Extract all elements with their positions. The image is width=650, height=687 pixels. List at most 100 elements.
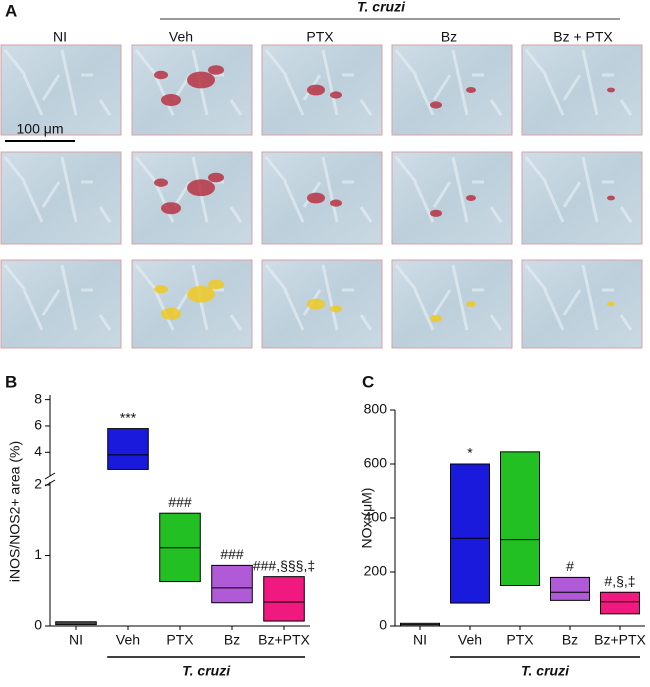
fiber bbox=[543, 289, 565, 331]
fiber bbox=[413, 181, 435, 223]
fiber bbox=[451, 264, 469, 331]
box bbox=[211, 564, 253, 604]
fiber bbox=[134, 264, 158, 291]
group-label: T. cruzi bbox=[357, 0, 406, 15]
stain bbox=[208, 65, 224, 75]
fiber bbox=[153, 181, 175, 223]
y-axis-label: NOx (μM) bbox=[359, 488, 375, 549]
fiber bbox=[264, 264, 288, 291]
fiber bbox=[283, 181, 305, 223]
stain bbox=[307, 84, 325, 96]
stain bbox=[187, 285, 215, 303]
x-tick-label: NI bbox=[69, 632, 83, 648]
fiber bbox=[394, 264, 418, 291]
fiber bbox=[451, 156, 469, 223]
y-tick-label: 600 bbox=[364, 455, 388, 471]
x-tick-label: Bz+PTX bbox=[594, 632, 646, 648]
stain bbox=[607, 87, 615, 93]
column-label: PTX bbox=[306, 29, 334, 45]
group-label: T. cruzi bbox=[182, 663, 231, 679]
annotation: # bbox=[566, 558, 574, 574]
fiber bbox=[432, 74, 452, 101]
fiber bbox=[359, 99, 373, 116]
fiber bbox=[98, 99, 112, 116]
fiber bbox=[3, 156, 27, 183]
fiber bbox=[22, 289, 44, 331]
fiber bbox=[41, 181, 61, 208]
micrograph bbox=[521, 151, 643, 245]
fiber bbox=[524, 264, 548, 291]
fiber bbox=[413, 74, 435, 116]
stain bbox=[154, 70, 168, 80]
micrograph bbox=[0, 44, 122, 136]
y-tick-label: 0 bbox=[34, 617, 42, 633]
fiber bbox=[264, 156, 288, 183]
micrograph bbox=[521, 259, 643, 349]
fiber bbox=[451, 49, 469, 116]
stain bbox=[208, 279, 224, 290]
fiber bbox=[562, 289, 582, 316]
micrographs bbox=[0, 44, 643, 349]
fiber bbox=[98, 206, 112, 223]
fiber bbox=[432, 181, 452, 208]
fiber bbox=[229, 314, 243, 331]
column-label: NI bbox=[53, 29, 67, 45]
annotation: ### bbox=[220, 546, 244, 562]
group-label: T. cruzi bbox=[521, 663, 570, 679]
y-tick-label: 4 bbox=[34, 443, 42, 459]
fiber bbox=[321, 156, 339, 223]
y-tick-label: 1 bbox=[34, 546, 42, 562]
y-tick-label: 200 bbox=[364, 563, 388, 579]
fiber bbox=[3, 49, 27, 76]
fiber bbox=[562, 181, 582, 208]
y-tick-label: 400 bbox=[364, 509, 388, 525]
fiber bbox=[22, 74, 44, 116]
y-tick-label: 8 bbox=[34, 390, 42, 406]
x-tick-label: Bz+PTX bbox=[258, 632, 310, 648]
annotation: ###,§§§,‡ bbox=[253, 557, 315, 573]
stain bbox=[154, 285, 168, 294]
x-tick-label: PTX bbox=[506, 632, 534, 648]
fiber bbox=[432, 289, 452, 316]
fiber bbox=[264, 49, 288, 76]
stain bbox=[330, 91, 342, 99]
fiber bbox=[283, 74, 305, 116]
stain bbox=[430, 101, 442, 109]
box bbox=[550, 576, 590, 601]
fiber bbox=[359, 314, 373, 331]
fiber bbox=[22, 181, 44, 223]
stain bbox=[307, 298, 325, 310]
annotation: ### bbox=[168, 494, 192, 510]
y-tick-label: 2 bbox=[34, 476, 42, 492]
fiber bbox=[562, 74, 582, 101]
x-tick-label: Veh bbox=[458, 632, 482, 648]
stain bbox=[430, 209, 442, 217]
fiber bbox=[489, 206, 503, 223]
x-tick-label: Veh bbox=[116, 632, 140, 648]
fiber bbox=[489, 99, 503, 116]
y-tick-label: 800 bbox=[364, 401, 388, 417]
fiber bbox=[524, 156, 548, 183]
annotation: * bbox=[467, 445, 473, 461]
fiber bbox=[229, 206, 243, 223]
micrograph bbox=[0, 151, 122, 245]
y-tick-label: 6 bbox=[34, 417, 42, 433]
scale-bar-label: 100 μm bbox=[17, 121, 64, 137]
fiber bbox=[543, 181, 565, 223]
box bbox=[600, 591, 640, 615]
micrograph bbox=[391, 44, 513, 136]
micrograph bbox=[521, 44, 643, 136]
stain bbox=[187, 71, 215, 89]
stain bbox=[187, 179, 215, 197]
fiber bbox=[413, 289, 435, 331]
fiber bbox=[153, 74, 175, 116]
box bbox=[500, 451, 540, 586]
fiber bbox=[543, 74, 565, 116]
stain bbox=[307, 192, 325, 204]
stain bbox=[154, 178, 168, 187]
stain bbox=[161, 94, 181, 106]
fiber bbox=[394, 49, 418, 76]
micrograph bbox=[131, 259, 253, 349]
panel-letter: B bbox=[5, 372, 17, 391]
